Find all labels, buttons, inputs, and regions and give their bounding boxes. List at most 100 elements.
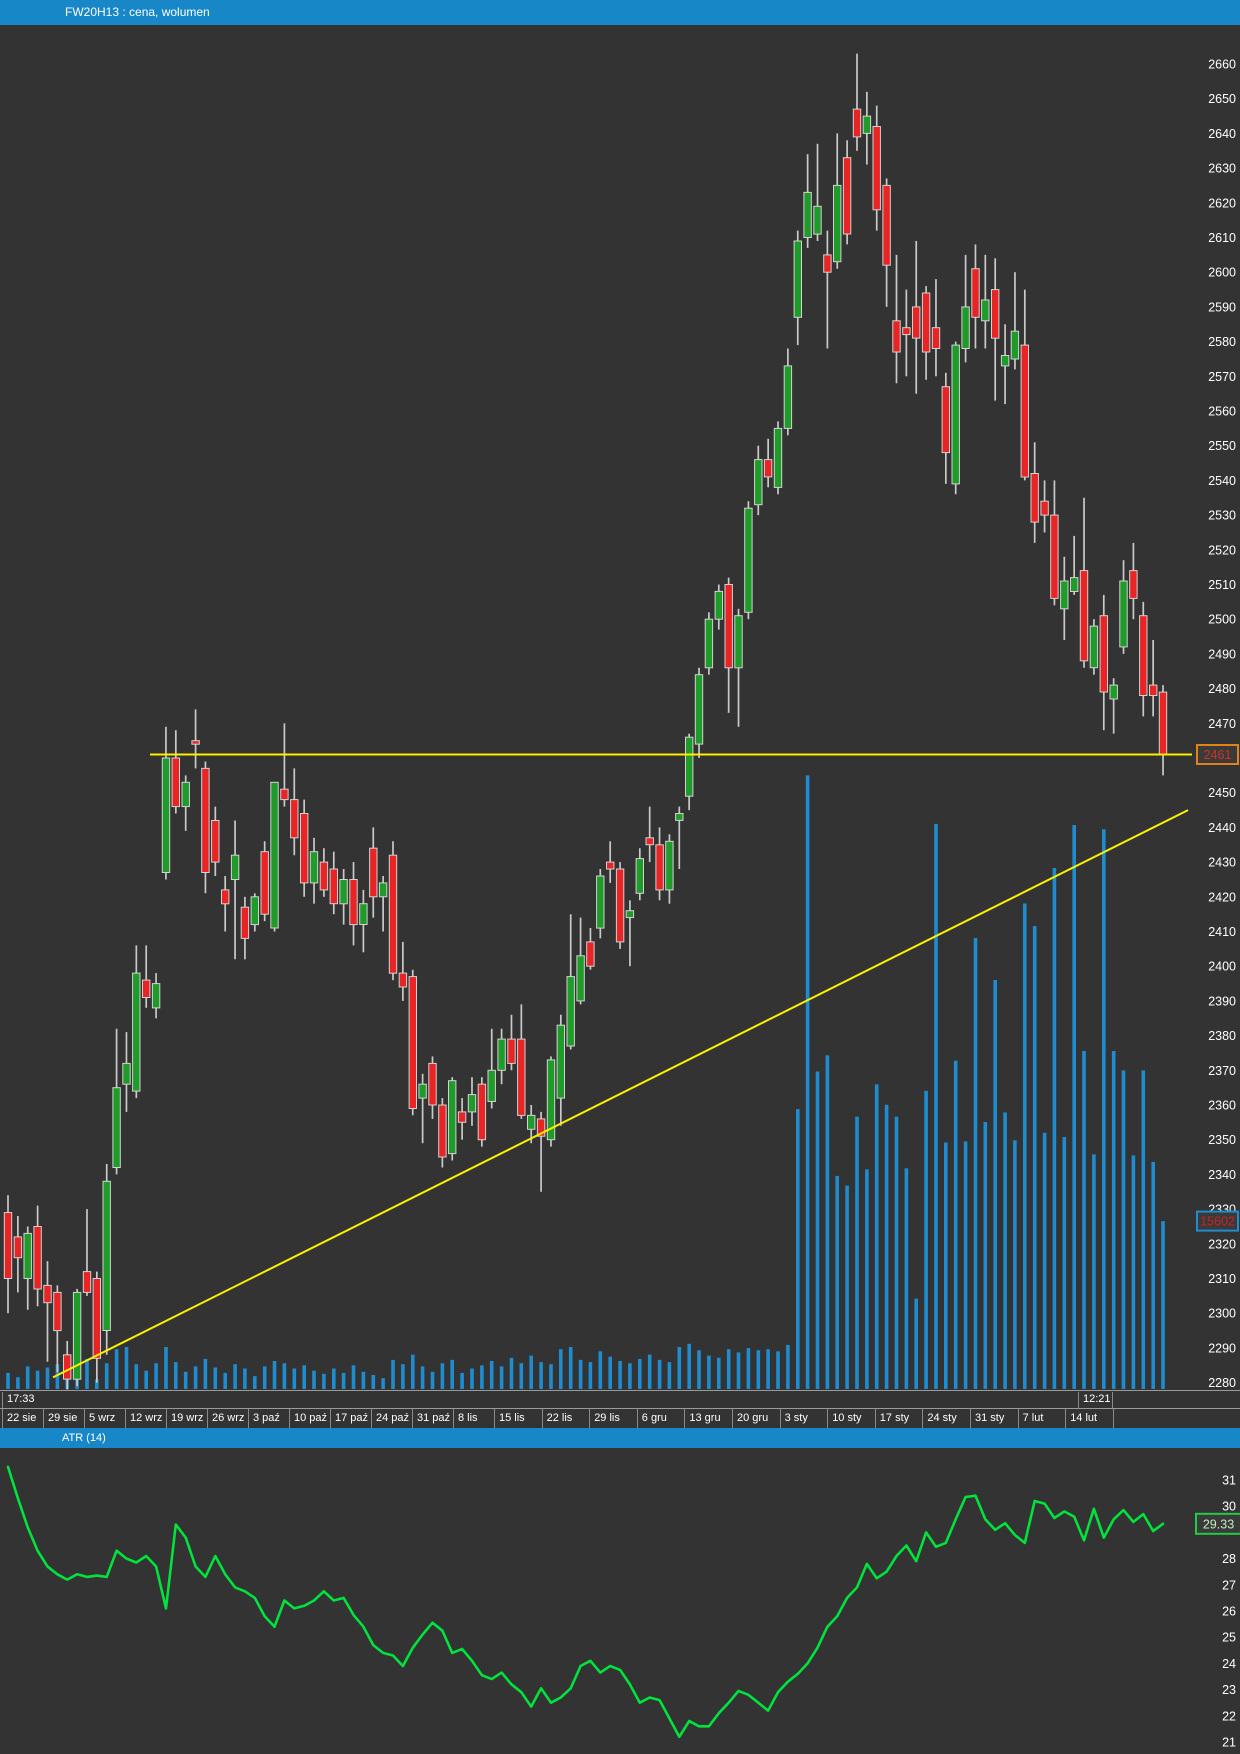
volume-bar <box>420 1366 425 1389</box>
atr-tick-label: 25 <box>1222 1631 1236 1645</box>
date-label: 6 gru <box>636 1409 685 1428</box>
price-tick-label: 2290 <box>1208 1341 1236 1355</box>
instrument-title: FW20H13 : cena, wolumen <box>65 5 210 19</box>
volume-bar <box>944 1142 948 1389</box>
price-tick-label: 2560 <box>1208 405 1236 419</box>
price-tick-label: 2360 <box>1208 1099 1236 1113</box>
volume-bar <box>973 938 978 1389</box>
candle-up <box>793 240 802 318</box>
price-tick-label: 2430 <box>1208 856 1236 870</box>
candle-up <box>783 365 793 429</box>
date-label: 17 sty <box>874 1409 923 1428</box>
volume-bar <box>1151 1161 1155 1389</box>
candle-down <box>1158 691 1168 756</box>
volume-bar <box>894 1116 899 1389</box>
volume-bar <box>351 1365 356 1389</box>
volume-bar <box>480 1365 484 1389</box>
price-tick-label: 2420 <box>1208 890 1236 904</box>
candle-down <box>349 879 358 926</box>
candle-up <box>122 1062 131 1085</box>
volume-bar <box>1141 1070 1146 1389</box>
candle-down <box>1030 473 1039 523</box>
atr-tick-label: 30 <box>1222 1500 1236 1514</box>
candle-up <box>1070 577 1079 592</box>
time-axis-bar: 17:33 12:21 <box>0 1390 1240 1408</box>
candle-down <box>971 268 980 318</box>
candle-up <box>685 736 694 797</box>
candle-down <box>882 184 891 266</box>
candle-down <box>1020 344 1029 478</box>
volume-bar <box>262 1366 267 1389</box>
last-price-value: 2461 <box>1204 748 1232 762</box>
candle-up <box>754 459 763 506</box>
candle-up <box>1010 330 1020 360</box>
atr-chart[interactable]: 31 30 28 27 26 25 24 23 22 21 29.33 <box>0 1448 1240 1754</box>
candle-up <box>132 972 141 1092</box>
volume-bar <box>568 1347 573 1389</box>
candle-down <box>142 979 151 998</box>
price-tick-label: 2390 <box>1208 994 1236 1008</box>
volume-bar <box>529 1355 533 1389</box>
volume-bar <box>677 1347 682 1389</box>
volume-bar <box>35 1370 40 1389</box>
volume-bar <box>302 1365 306 1389</box>
last-volume-value: 15602 <box>1200 1215 1235 1229</box>
volume-bar <box>430 1371 435 1389</box>
candle-up <box>714 590 723 620</box>
candle-up <box>250 896 260 926</box>
candle-down <box>842 157 852 235</box>
volume-bar <box>450 1359 454 1389</box>
volume-bar <box>1052 868 1057 1389</box>
volume-bar <box>124 1347 129 1389</box>
candle-up <box>546 1059 556 1141</box>
candle-up <box>694 674 704 745</box>
volume-bar <box>578 1359 583 1389</box>
volume-bar <box>381 1378 385 1389</box>
price-tick-label: 2510 <box>1208 578 1236 592</box>
support-trendline[interactable] <box>52 809 1189 1379</box>
volume-bar <box>756 1350 761 1389</box>
candle-up <box>981 299 990 322</box>
date-axis: 22 sie 29 sie 5 wrz 12 wrz 19 wrz 26 wrz 3 paź… <box>0 1408 1240 1428</box>
volume-bar <box>628 1363 632 1389</box>
candle-down <box>606 861 615 870</box>
date-label: 13 gru <box>684 1409 732 1428</box>
volume-bar <box>766 1349 770 1389</box>
volume-bar <box>401 1364 405 1389</box>
date-label: 20 gru <box>732 1409 780 1428</box>
candle-up <box>161 757 171 873</box>
volume-bar <box>736 1352 741 1389</box>
volume-bar <box>815 1071 820 1389</box>
volume-bar <box>874 1084 879 1389</box>
volume-bar <box>845 1185 849 1389</box>
volume-bar <box>519 1363 524 1389</box>
price-tick-label: 2530 <box>1208 509 1236 523</box>
volume-bar <box>183 1371 188 1389</box>
candle-down <box>290 799 299 839</box>
price-chart[interactable]: 2660 2650 2640 2630 2620 2610 2600 2590 2580 2570… <box>0 25 1240 1390</box>
candle-up <box>270 781 279 929</box>
date-label: 3 sty <box>779 1409 828 1428</box>
candle-up <box>23 1232 32 1280</box>
candle-up <box>359 903 368 926</box>
price-tick-label: 2400 <box>1208 960 1236 974</box>
candle-down <box>329 868 339 905</box>
price-tick-label: 2570 <box>1208 370 1236 384</box>
date-label: 14 lut <box>1065 1409 1113 1428</box>
candle-up <box>803 191 812 238</box>
volume-bar <box>509 1357 514 1389</box>
volume-bar <box>1092 1154 1096 1389</box>
price-tick-label: 2610 <box>1208 231 1236 245</box>
date-label: 15 lis <box>494 1409 542 1428</box>
price-tick-label: 2450 <box>1208 786 1236 800</box>
date-label: 31 sty <box>970 1409 1018 1428</box>
price-tick-label: 2650 <box>1208 92 1236 106</box>
volume-bar <box>292 1368 297 1389</box>
volume-bar <box>272 1361 277 1389</box>
candle-up <box>596 875 605 929</box>
volume-bar <box>391 1359 395 1389</box>
candle-down <box>872 126 881 211</box>
atr-tick-label: 22 <box>1222 1709 1236 1723</box>
candle-up <box>951 344 960 485</box>
